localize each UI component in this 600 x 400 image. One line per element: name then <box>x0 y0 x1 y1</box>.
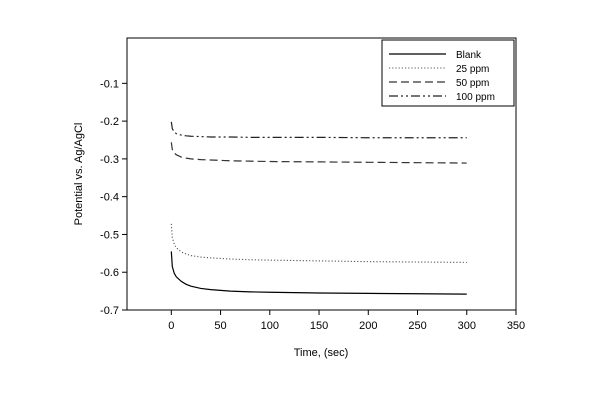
x-tick-label: 150 <box>310 320 328 332</box>
y-axis-title: Potential vs. Ag/AgCl <box>73 123 85 226</box>
legend: Blank 25 ppm 50 ppm 100 ppm <box>381 39 515 107</box>
legend-label-50-ppm: 50 ppm <box>456 78 489 89</box>
x-axis-title: Time, (sec) <box>294 347 349 359</box>
x-tick-label: 100 <box>261 320 279 332</box>
x-tick-label: 300 <box>458 320 476 332</box>
legend-box <box>381 39 515 107</box>
y-tick-label: -0.5 <box>100 229 119 241</box>
y-axis: -0.7 -0.6 -0.5 -0.4 -0.3 -0.2 -0.1 <box>100 78 127 317</box>
y-tick-label: -0.4 <box>100 192 119 204</box>
y-tick-label: -0.3 <box>100 154 119 166</box>
x-axis: 0 50 100 150 200 250 300 350 <box>168 310 525 332</box>
series-layer <box>170 121 467 295</box>
x-tick-label: 50 <box>214 320 226 332</box>
x-tick-label: 0 <box>168 320 174 332</box>
series-line-100-ppm <box>170 121 467 139</box>
x-tick-label: 200 <box>359 320 377 332</box>
y-tick-label: -0.2 <box>100 116 119 128</box>
legend-label-blank: Blank <box>456 50 482 61</box>
y-tick-label: -0.7 <box>100 305 119 317</box>
series-line-50-ppm <box>170 142 467 164</box>
plot-frame <box>126 37 517 311</box>
series-line-25-ppm <box>170 223 467 263</box>
x-tick-label: 350 <box>507 320 525 332</box>
series-line-blank <box>170 251 467 295</box>
x-tick-label: 250 <box>408 320 426 332</box>
y-tick-label: -0.6 <box>100 267 119 279</box>
legend-label-25-ppm: 25 ppm <box>456 64 489 75</box>
y-tick-label: -0.1 <box>100 78 119 90</box>
legend-label-100-ppm: 100 ppm <box>456 92 495 103</box>
